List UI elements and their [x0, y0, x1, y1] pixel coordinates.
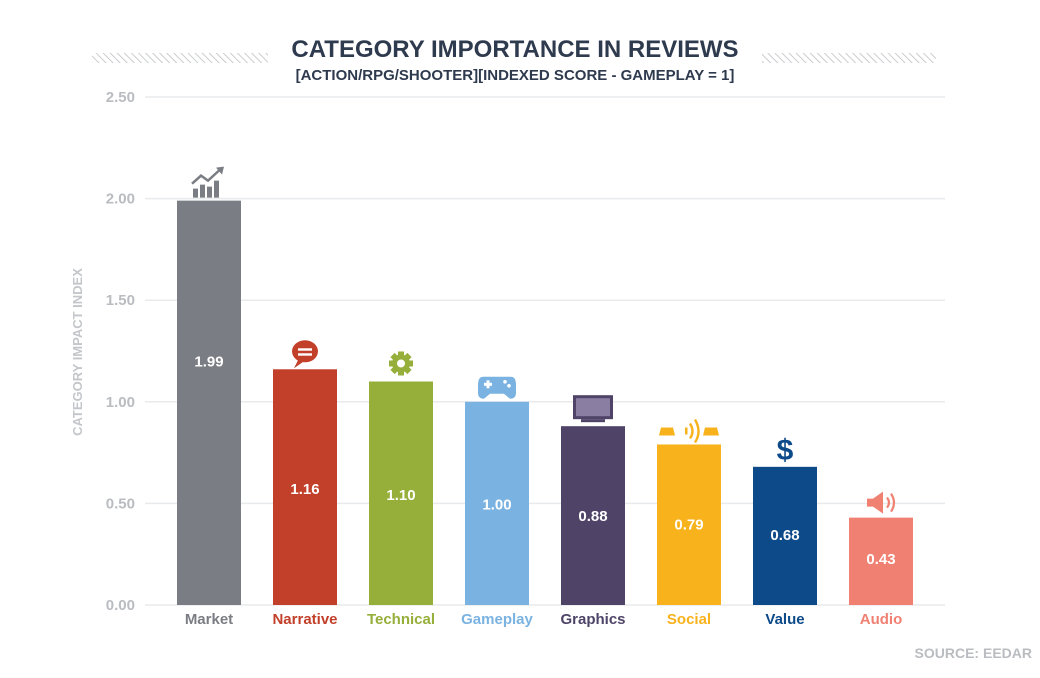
speaker-icon — [867, 491, 896, 514]
bar-graphics — [561, 426, 625, 605]
category-label: Narrative — [272, 611, 337, 628]
multiplayer-icon — [659, 418, 719, 444]
gridlines — [145, 96, 945, 606]
chart-subtitle: [ACTION/RPG/SHOOTER][INDEXED SCORE - GAM… — [296, 67, 735, 84]
category-label: Gameplay — [461, 611, 533, 628]
category-label: Audio — [860, 611, 903, 628]
value-label: 0.43 — [866, 551, 895, 568]
title-hatch-right — [762, 53, 936, 63]
bar-narrative — [273, 369, 337, 605]
bar-market — [177, 200, 241, 605]
title-hatch-left — [92, 53, 268, 63]
category-label: Social — [667, 611, 711, 628]
value-label: 0.79 — [674, 517, 703, 534]
category-label: Technical — [367, 611, 435, 628]
bar-audio — [849, 517, 913, 605]
dollar-icon: $ — [777, 434, 794, 467]
y-tick-label: 2.00 — [106, 191, 135, 208]
chart-title: CATEGORY IMPORTANCE IN REVIEWS — [291, 36, 738, 63]
value-label: 1.16 — [290, 481, 319, 498]
bar-social — [657, 444, 721, 605]
svg-text:$: $ — [777, 434, 794, 467]
value-label: 1.99 — [194, 353, 223, 370]
category-label: Market — [185, 611, 233, 628]
trend-chart-icon — [191, 166, 224, 198]
y-axis-label: CATEGORY IMPACT INDEX — [70, 268, 85, 436]
value-label: 0.88 — [578, 508, 607, 525]
value-label: 1.10 — [386, 487, 415, 504]
bar-value — [753, 466, 817, 605]
category-label: Value — [765, 611, 804, 628]
y-axis-ticks: 0.00 0.50 1.00 1.50 2.00 2.50 — [106, 89, 135, 614]
source-note: SOURCE: EEDAR — [915, 645, 1032, 661]
y-tick-label: 1.50 — [106, 292, 135, 309]
speech-bubble-icon — [292, 340, 318, 369]
monitor-icon — [573, 395, 613, 423]
gamepad-icon — [478, 376, 516, 399]
value-label: 0.68 — [770, 527, 799, 544]
bars: 1.99 Market 1.16 Narrative 1.10 Technical 1.00… — [177, 166, 913, 628]
value-label: 1.00 — [482, 496, 511, 513]
bar-gameplay — [465, 401, 529, 605]
y-tick-label: 0.00 — [106, 597, 135, 614]
y-tick-label: 2.50 — [106, 89, 135, 106]
y-tick-label: 1.00 — [106, 394, 135, 411]
bar-technical — [369, 381, 433, 605]
y-tick-label: 0.50 — [106, 495, 135, 512]
gear-icon — [389, 351, 413, 376]
category-label: Graphics — [560, 611, 625, 628]
